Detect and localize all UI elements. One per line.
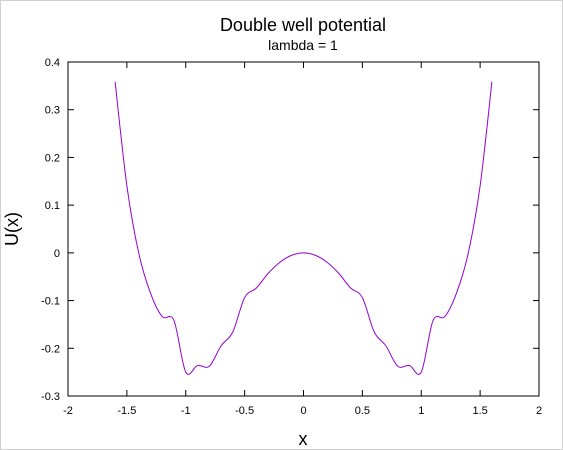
x-axis-label: x [299,429,308,449]
y-tick-label: 0.2 [45,152,60,164]
x-tick-label: 0 [300,405,306,417]
x-tick-label: -2 [63,405,73,417]
x-tick-label: 1 [418,405,424,417]
y-tick-label: -0.3 [41,391,60,403]
y-tick-label: 0.4 [45,57,60,69]
x-tick-label: 2 [536,405,542,417]
y-tick-label: 0.3 [45,105,60,117]
y-axis-label: U(x) [2,212,22,246]
x-axis-ticks: -2 -1.5 -1 -0.5 0 0.5 1 1.5 2 [63,62,542,417]
y-tick-label: 0 [54,248,60,260]
potential-curve-line [114,81,493,375]
y-tick-label: -0.1 [41,296,60,308]
x-tick-label: -1 [181,405,191,417]
y-axis-ticks: -0.3 -0.2 -0.1 0 0.1 0.2 0.3 0.4 [41,57,539,403]
chart-title: Double well potential [220,15,386,35]
x-tick-label: -1.5 [117,405,136,417]
y-tick-label: -0.2 [41,343,60,355]
x-tick-label: 0.5 [355,405,370,417]
x-tick-label: -0.5 [235,405,254,417]
y-tick-label: 0.1 [45,200,60,212]
x-tick-label: 1.5 [472,405,487,417]
chart-subtitle: lambda = 1 [268,37,338,53]
